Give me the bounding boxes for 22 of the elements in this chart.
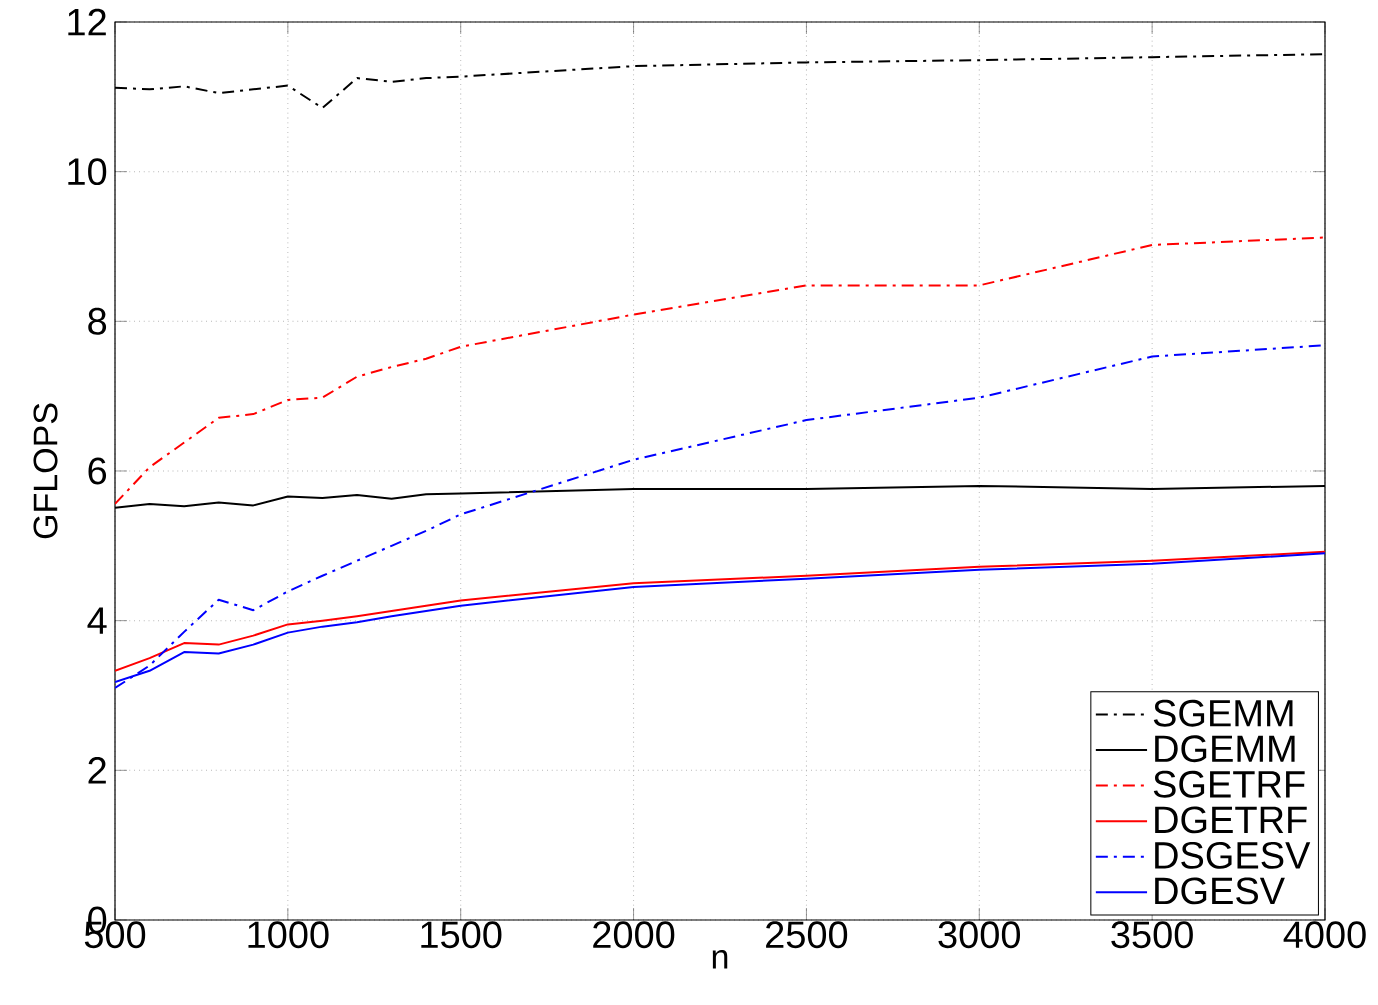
y-tick-label: 10	[68, 158, 107, 186]
y-tick-label: 6	[88, 457, 107, 485]
legend-label: DSGESV	[1155, 841, 1311, 869]
legend-label: SGEMM	[1153, 699, 1293, 727]
x-axis-title: n	[712, 950, 728, 969]
x-tick-label: 2000	[593, 921, 675, 949]
y-tick-label: 4	[87, 607, 107, 634]
line-series	[115, 236, 1325, 505]
x-tick-label: 3500	[1111, 921, 1193, 949]
legend-label: DGESV	[1155, 877, 1285, 905]
y-axis-title: GFLOPS	[33, 403, 58, 539]
x-tick-label: 3000	[938, 921, 1021, 949]
x-tick-label: 4000	[1283, 921, 1366, 949]
x-tick-label: 1500	[421, 921, 502, 949]
legend-label: DGEMM	[1155, 735, 1295, 763]
y-tick-label: 12	[68, 8, 106, 36]
x-tick-label: 1000	[248, 921, 329, 949]
x-tick-label: 2500	[766, 921, 848, 949]
y-tick-label: 2	[88, 757, 106, 784]
y-tick-label: 8	[88, 307, 107, 335]
legend-label: SGETRF	[1153, 770, 1305, 798]
legend-label: DGETRF	[1155, 806, 1307, 834]
